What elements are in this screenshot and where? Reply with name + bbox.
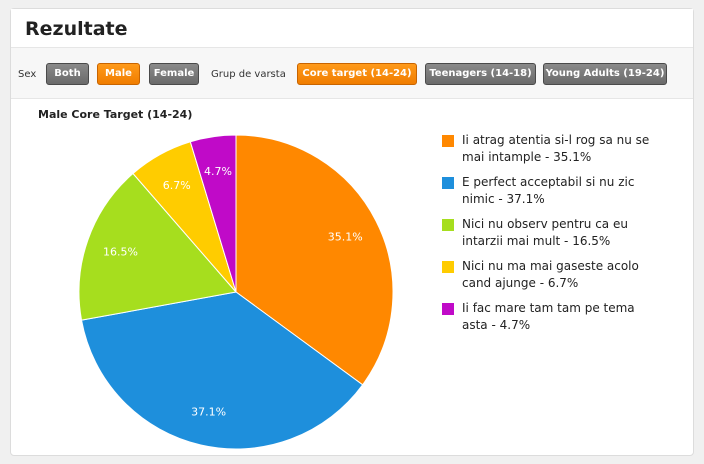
legend-label: Ii fac mare tam tam pe tema asta - 4.7% <box>462 301 635 332</box>
legend-swatch <box>442 303 454 315</box>
legend-item[interactable]: E perfect acceptabil si nu zic nimic - 3… <box>442 175 672 218</box>
pie-slice[interactable] <box>235 134 394 386</box>
slice-data-label: 35.1% <box>328 231 363 244</box>
legend-swatch <box>442 219 454 231</box>
slice-data-label: 4.7% <box>204 165 232 178</box>
slice-data-label: 16.5% <box>103 245 138 258</box>
legend-swatch <box>442 177 454 189</box>
legend-item[interactable]: Ii atrag atentia si-l rog sa nu se mai i… <box>442 133 672 176</box>
age-teenagers-button[interactable]: Teenagers (14-18) <box>425 63 536 85</box>
legend-item[interactable]: Ii fac mare tam tam pe tema asta - 4.7% <box>442 301 672 344</box>
sex-male-button[interactable]: Male <box>97 63 140 85</box>
pie-slice[interactable] <box>189 134 237 293</box>
legend-label: E perfect acceptabil si nu zic nimic - 3… <box>462 175 635 206</box>
sex-female-button[interactable]: Female <box>149 63 199 85</box>
slice-data-label: 37.1% <box>191 405 226 418</box>
chart-title: Male Core Target (14-24) <box>38 108 193 121</box>
chart-legend: Ii atrag atentia si-l rog sa nu se mai i… <box>442 133 672 344</box>
age-young-adults-button[interactable]: Young Adults (19-24) <box>543 63 667 85</box>
legend-label: Nici nu ma mai gaseste acolo cand ajunge… <box>462 259 639 290</box>
slice-data-label: 6.7% <box>163 179 191 192</box>
legend-item[interactable]: Nici nu ma mai gaseste acolo cand ajunge… <box>442 259 672 302</box>
legend-label: Nici nu observ pentru ca eu intarzii mai… <box>462 217 628 248</box>
sex-filter-label: Sex <box>18 69 37 80</box>
legend-swatch <box>442 135 454 147</box>
legend-item[interactable]: Nici nu observ pentru ca eu intarzii mai… <box>442 217 672 260</box>
panel-header: Rezultate <box>11 9 693 47</box>
filter-bar: Sex Both Male Female Grup de varsta Core… <box>11 47 693 99</box>
age-core-target-button[interactable]: Core target (14-24) <box>297 63 417 85</box>
legend-swatch <box>442 261 454 273</box>
age-group-filter-label: Grup de varsta <box>211 69 286 80</box>
pie-slice[interactable] <box>80 291 364 450</box>
panel-title: Rezultate <box>25 18 128 40</box>
legend-label: Ii atrag atentia si-l rog sa nu se mai i… <box>462 133 650 164</box>
sex-both-button[interactable]: Both <box>46 63 89 85</box>
pie-slice[interactable] <box>78 172 237 321</box>
